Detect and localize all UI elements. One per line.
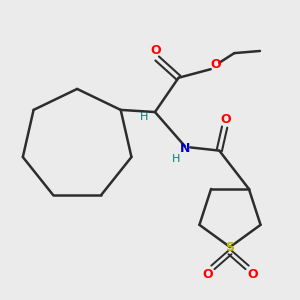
Text: H: H: [140, 112, 148, 122]
Text: O: O: [202, 268, 213, 281]
Text: O: O: [151, 44, 161, 58]
Text: O: O: [247, 268, 258, 281]
Text: S: S: [226, 241, 235, 254]
Text: O: O: [211, 58, 221, 71]
Text: H: H: [172, 154, 181, 164]
Text: N: N: [180, 142, 190, 155]
Text: O: O: [220, 113, 231, 126]
